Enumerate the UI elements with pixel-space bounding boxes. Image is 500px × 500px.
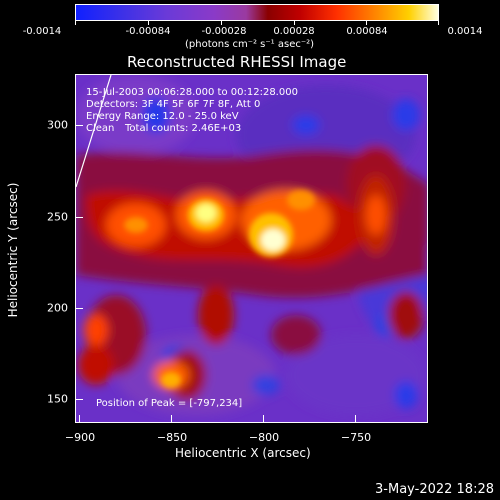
y-tick xyxy=(75,399,83,400)
y-tick-label: 300 xyxy=(47,118,68,132)
colorbar xyxy=(75,4,439,21)
x-tick-label: −750 xyxy=(340,431,372,444)
colorbar-label: -0.0014 xyxy=(22,26,62,37)
colorbar-label: 0.0014 xyxy=(447,26,483,37)
info-energy-range: Energy Range: 12.0 - 25.0 keV xyxy=(86,111,239,122)
info-peak-position: Position of Peak = [-797,234] xyxy=(96,398,243,409)
info-method: Clean xyxy=(86,123,115,134)
timestamp: 3-May-2022 18:28 xyxy=(375,482,494,497)
colorbar-label: 0.00084 xyxy=(346,26,388,37)
colorbar-label: -0.00028 xyxy=(201,26,247,37)
colorbar-units: (photons cm⁻² s⁻¹ asec⁻²) xyxy=(185,39,315,50)
y-axis-label: Heliocentric Y (arcsec) xyxy=(6,182,20,318)
x-tick xyxy=(263,415,264,423)
image-plot: 15-Jul-2003 00:06:28.000 to 00:12:28.000… xyxy=(75,74,428,423)
y-tick xyxy=(75,308,83,309)
colorbar-tick xyxy=(75,21,76,25)
x-tick-label: −850 xyxy=(156,431,188,444)
plot-title: Reconstructed RHESSI Image xyxy=(127,53,347,71)
colorbar-tick xyxy=(221,21,222,25)
colorbar-tick xyxy=(294,21,295,25)
x-tick xyxy=(171,415,172,423)
rhessi-image xyxy=(76,75,427,422)
x-tick-label: −800 xyxy=(248,431,280,444)
info-total-counts: Total counts: 2.46E+03 xyxy=(125,123,242,134)
y-tick-label: 200 xyxy=(47,301,68,315)
colorbar-label: 0.00028 xyxy=(273,26,315,37)
colorbar-label: -0.00084 xyxy=(125,26,171,37)
y-tick xyxy=(75,125,83,126)
y-tick-label: 150 xyxy=(47,392,68,406)
info-time-range: 15-Jul-2003 00:06:28.000 to 00:12:28.000 xyxy=(86,87,298,98)
x-tick xyxy=(79,415,80,423)
colorbar-tick xyxy=(366,21,367,25)
y-tick xyxy=(75,217,83,218)
x-axis-label: Heliocentric X (arcsec) xyxy=(175,446,311,460)
colorbar-tick xyxy=(148,21,149,25)
y-tick-label: 250 xyxy=(47,210,68,224)
info-detectors: Detectors: 3F 4F 5F 6F 7F 8F, Att 0 xyxy=(86,99,261,110)
x-tick xyxy=(355,415,356,423)
colorbar-tick xyxy=(438,21,439,25)
x-tick-label: −900 xyxy=(64,431,96,444)
